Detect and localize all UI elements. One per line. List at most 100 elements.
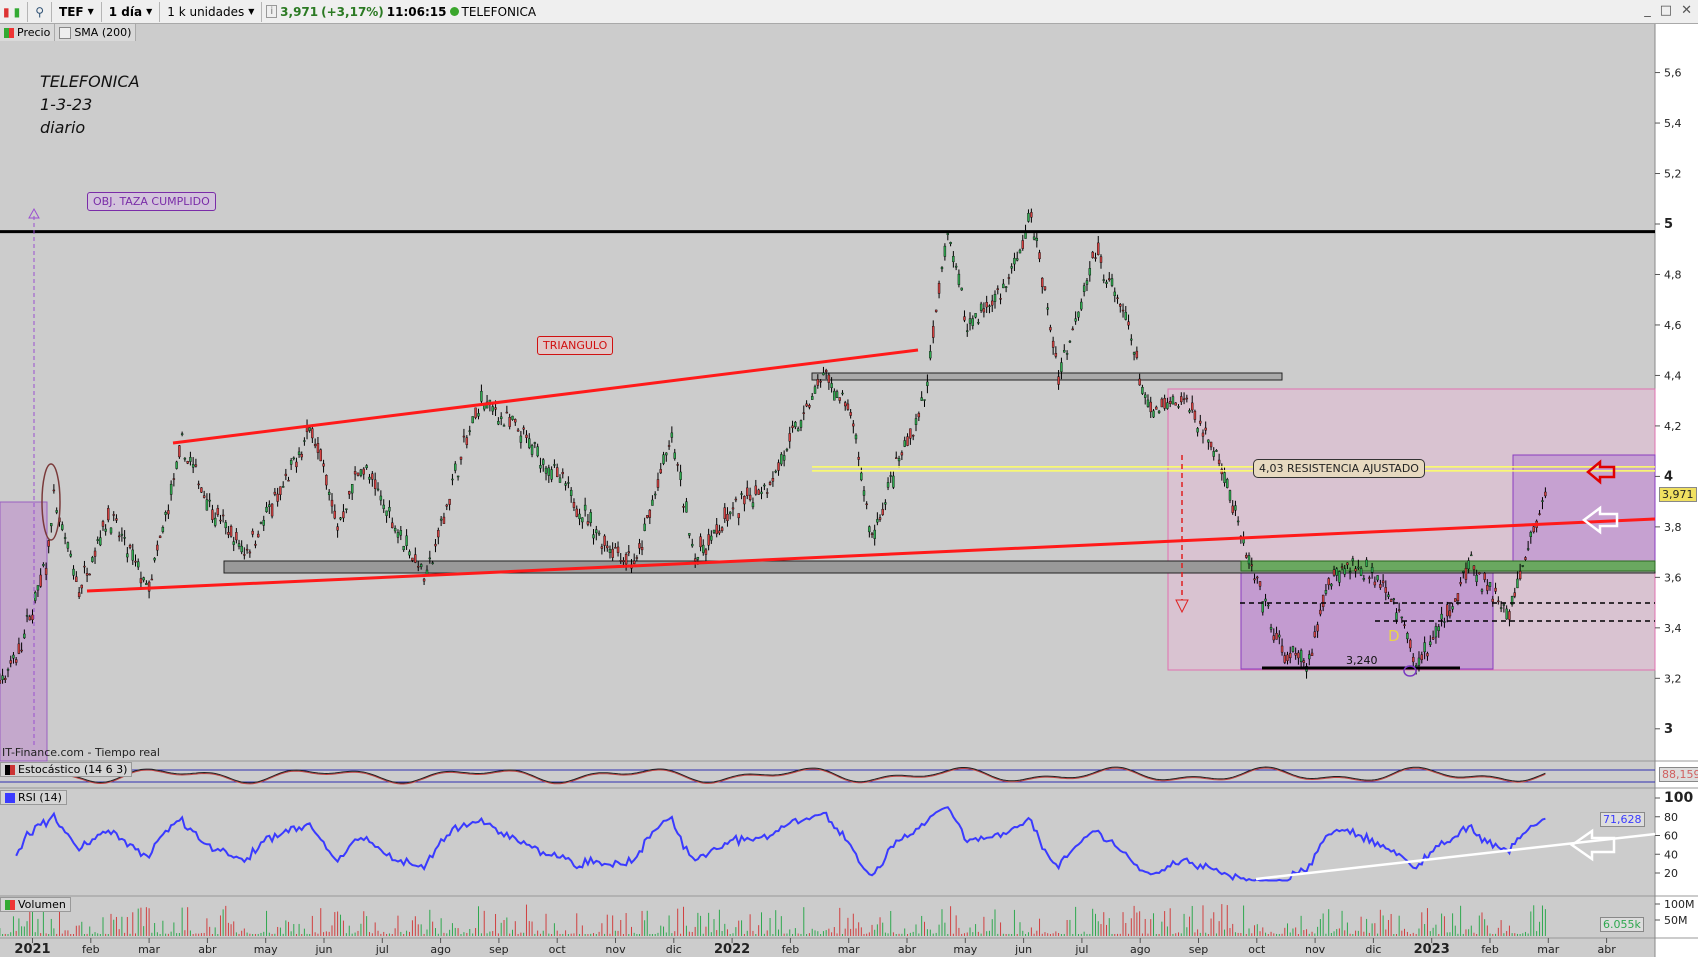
- candle-body: [368, 476, 371, 480]
- candle-body: [20, 649, 23, 652]
- candle-body: [178, 445, 181, 458]
- candle-body: [1264, 598, 1267, 602]
- candle-body: [1335, 568, 1338, 576]
- candle-body: [1174, 402, 1177, 406]
- candle-body: [345, 508, 348, 510]
- candle-body: [952, 256, 955, 263]
- candle-body: [710, 535, 713, 541]
- candle-body: [1258, 581, 1262, 587]
- maximize-button[interactable]: □: [1659, 3, 1673, 18]
- price-tick-label: 4,8: [1664, 268, 1682, 281]
- candle-body: [1180, 396, 1183, 403]
- candle-body: [1038, 252, 1041, 260]
- candle-body: [388, 506, 391, 512]
- candle-body: [1082, 285, 1086, 292]
- symbol-dropdown[interactable]: TEF ▼: [56, 5, 97, 19]
- legend-price[interactable]: Precio: [0, 24, 56, 41]
- candle-body: [442, 516, 446, 524]
- candle-body: [330, 499, 334, 507]
- candle-body: [926, 381, 929, 386]
- candle-body: [1032, 236, 1036, 240]
- candle-body: [308, 427, 311, 431]
- candle-body: [1283, 655, 1286, 663]
- candle-body: [63, 537, 67, 539]
- candle-body: [920, 397, 923, 401]
- candle-body: [589, 512, 592, 523]
- candle-body: [93, 550, 97, 557]
- candle-body: [1429, 641, 1432, 646]
- legend-sma[interactable]: SMA (200): [55, 24, 137, 41]
- candle-body: [638, 543, 641, 549]
- candle-body: [167, 510, 170, 515]
- candle-body: [1220, 469, 1224, 475]
- candle-body: [1316, 624, 1319, 632]
- stochastic-swatch-icon: [5, 764, 15, 775]
- candle-body: [940, 267, 944, 270]
- candle-body: [1091, 251, 1094, 258]
- candle-body: [1043, 286, 1047, 290]
- divider: [261, 1, 263, 22]
- obj-annotation[interactable]: OBJ. TAZA CUMPLIDO: [87, 192, 216, 211]
- time-tick-label: oct: [549, 943, 567, 956]
- candle-body: [505, 411, 509, 414]
- info-icon[interactable]: i: [266, 5, 278, 18]
- candle-body: [852, 423, 855, 427]
- rsi-label[interactable]: RSI (14): [0, 790, 67, 805]
- candle-body: [1041, 277, 1044, 288]
- time-tick-label: may: [953, 943, 977, 956]
- volume-label[interactable]: Volumen: [0, 897, 71, 912]
- candle-body: [578, 513, 581, 520]
- candle-body: [31, 614, 34, 621]
- candle-body: [816, 379, 820, 386]
- candle-body: [656, 479, 660, 488]
- triangle-annotation[interactable]: TRIANGULO: [537, 336, 614, 355]
- stochastic-label[interactable]: Estocástico (14 6 3): [0, 762, 133, 777]
- candle-body: [966, 330, 969, 332]
- candle-body: [1368, 577, 1371, 579]
- candle-body: [350, 484, 354, 494]
- candle-body: [189, 457, 192, 462]
- candle-body: [385, 510, 388, 516]
- candle-body: [673, 452, 676, 459]
- candle-body: [1431, 637, 1435, 640]
- resistance-annotation[interactable]: 4,03 RESISTENCIA AJUSTADO: [1253, 459, 1425, 478]
- candle-body: [1196, 428, 1199, 433]
- candle-body: [445, 504, 448, 507]
- candle-body: [525, 434, 528, 438]
- candle-body: [808, 405, 811, 408]
- candle-body: [359, 469, 363, 476]
- stochastic-label-text: Estocástico (14 6 3): [18, 763, 128, 776]
- candle-body: [1359, 568, 1363, 576]
- price-tick-label: 3: [1664, 722, 1673, 737]
- candle-body: [164, 512, 167, 515]
- candlestick-icon[interactable]: ▮ ▮: [3, 4, 21, 19]
- close-button[interactable]: ✕: [1681, 3, 1692, 18]
- candle-body: [1443, 621, 1446, 623]
- candle-body: [311, 428, 314, 439]
- candle-body: [768, 482, 772, 485]
- candle-body: [960, 287, 963, 291]
- candle-body: [996, 288, 999, 290]
- candle-body: [1440, 613, 1443, 620]
- interval-dropdown[interactable]: 1 día ▼: [106, 5, 155, 19]
- candle-body: [1269, 627, 1273, 630]
- candle-body: [728, 511, 732, 515]
- candle-body: [1215, 450, 1218, 452]
- candle-body: [954, 265, 958, 268]
- candle-body: [1472, 565, 1476, 570]
- units-dropdown[interactable]: 1 k unidades ▼: [164, 5, 257, 19]
- candle-body: [715, 524, 718, 535]
- candle-body: [903, 440, 906, 447]
- time-tick-label: jun: [1014, 943, 1032, 956]
- price-tick-label: 5,2: [1664, 168, 1682, 181]
- candle-body: [477, 413, 480, 417]
- time-tick-label: abr: [198, 943, 217, 956]
- link-icon[interactable]: ⚲: [35, 4, 45, 19]
- candle-body: [646, 515, 649, 518]
- candle-body: [1392, 598, 1396, 601]
- interval-label: 1 día: [108, 4, 143, 19]
- candle-body: [1007, 277, 1011, 279]
- minimize-button[interactable]: _: [1644, 3, 1651, 18]
- candle-body: [1541, 500, 1544, 502]
